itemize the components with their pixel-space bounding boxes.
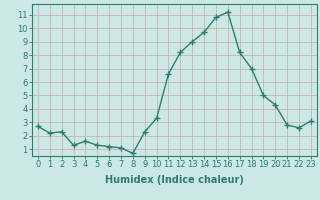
X-axis label: Humidex (Indice chaleur): Humidex (Indice chaleur) bbox=[105, 175, 244, 185]
